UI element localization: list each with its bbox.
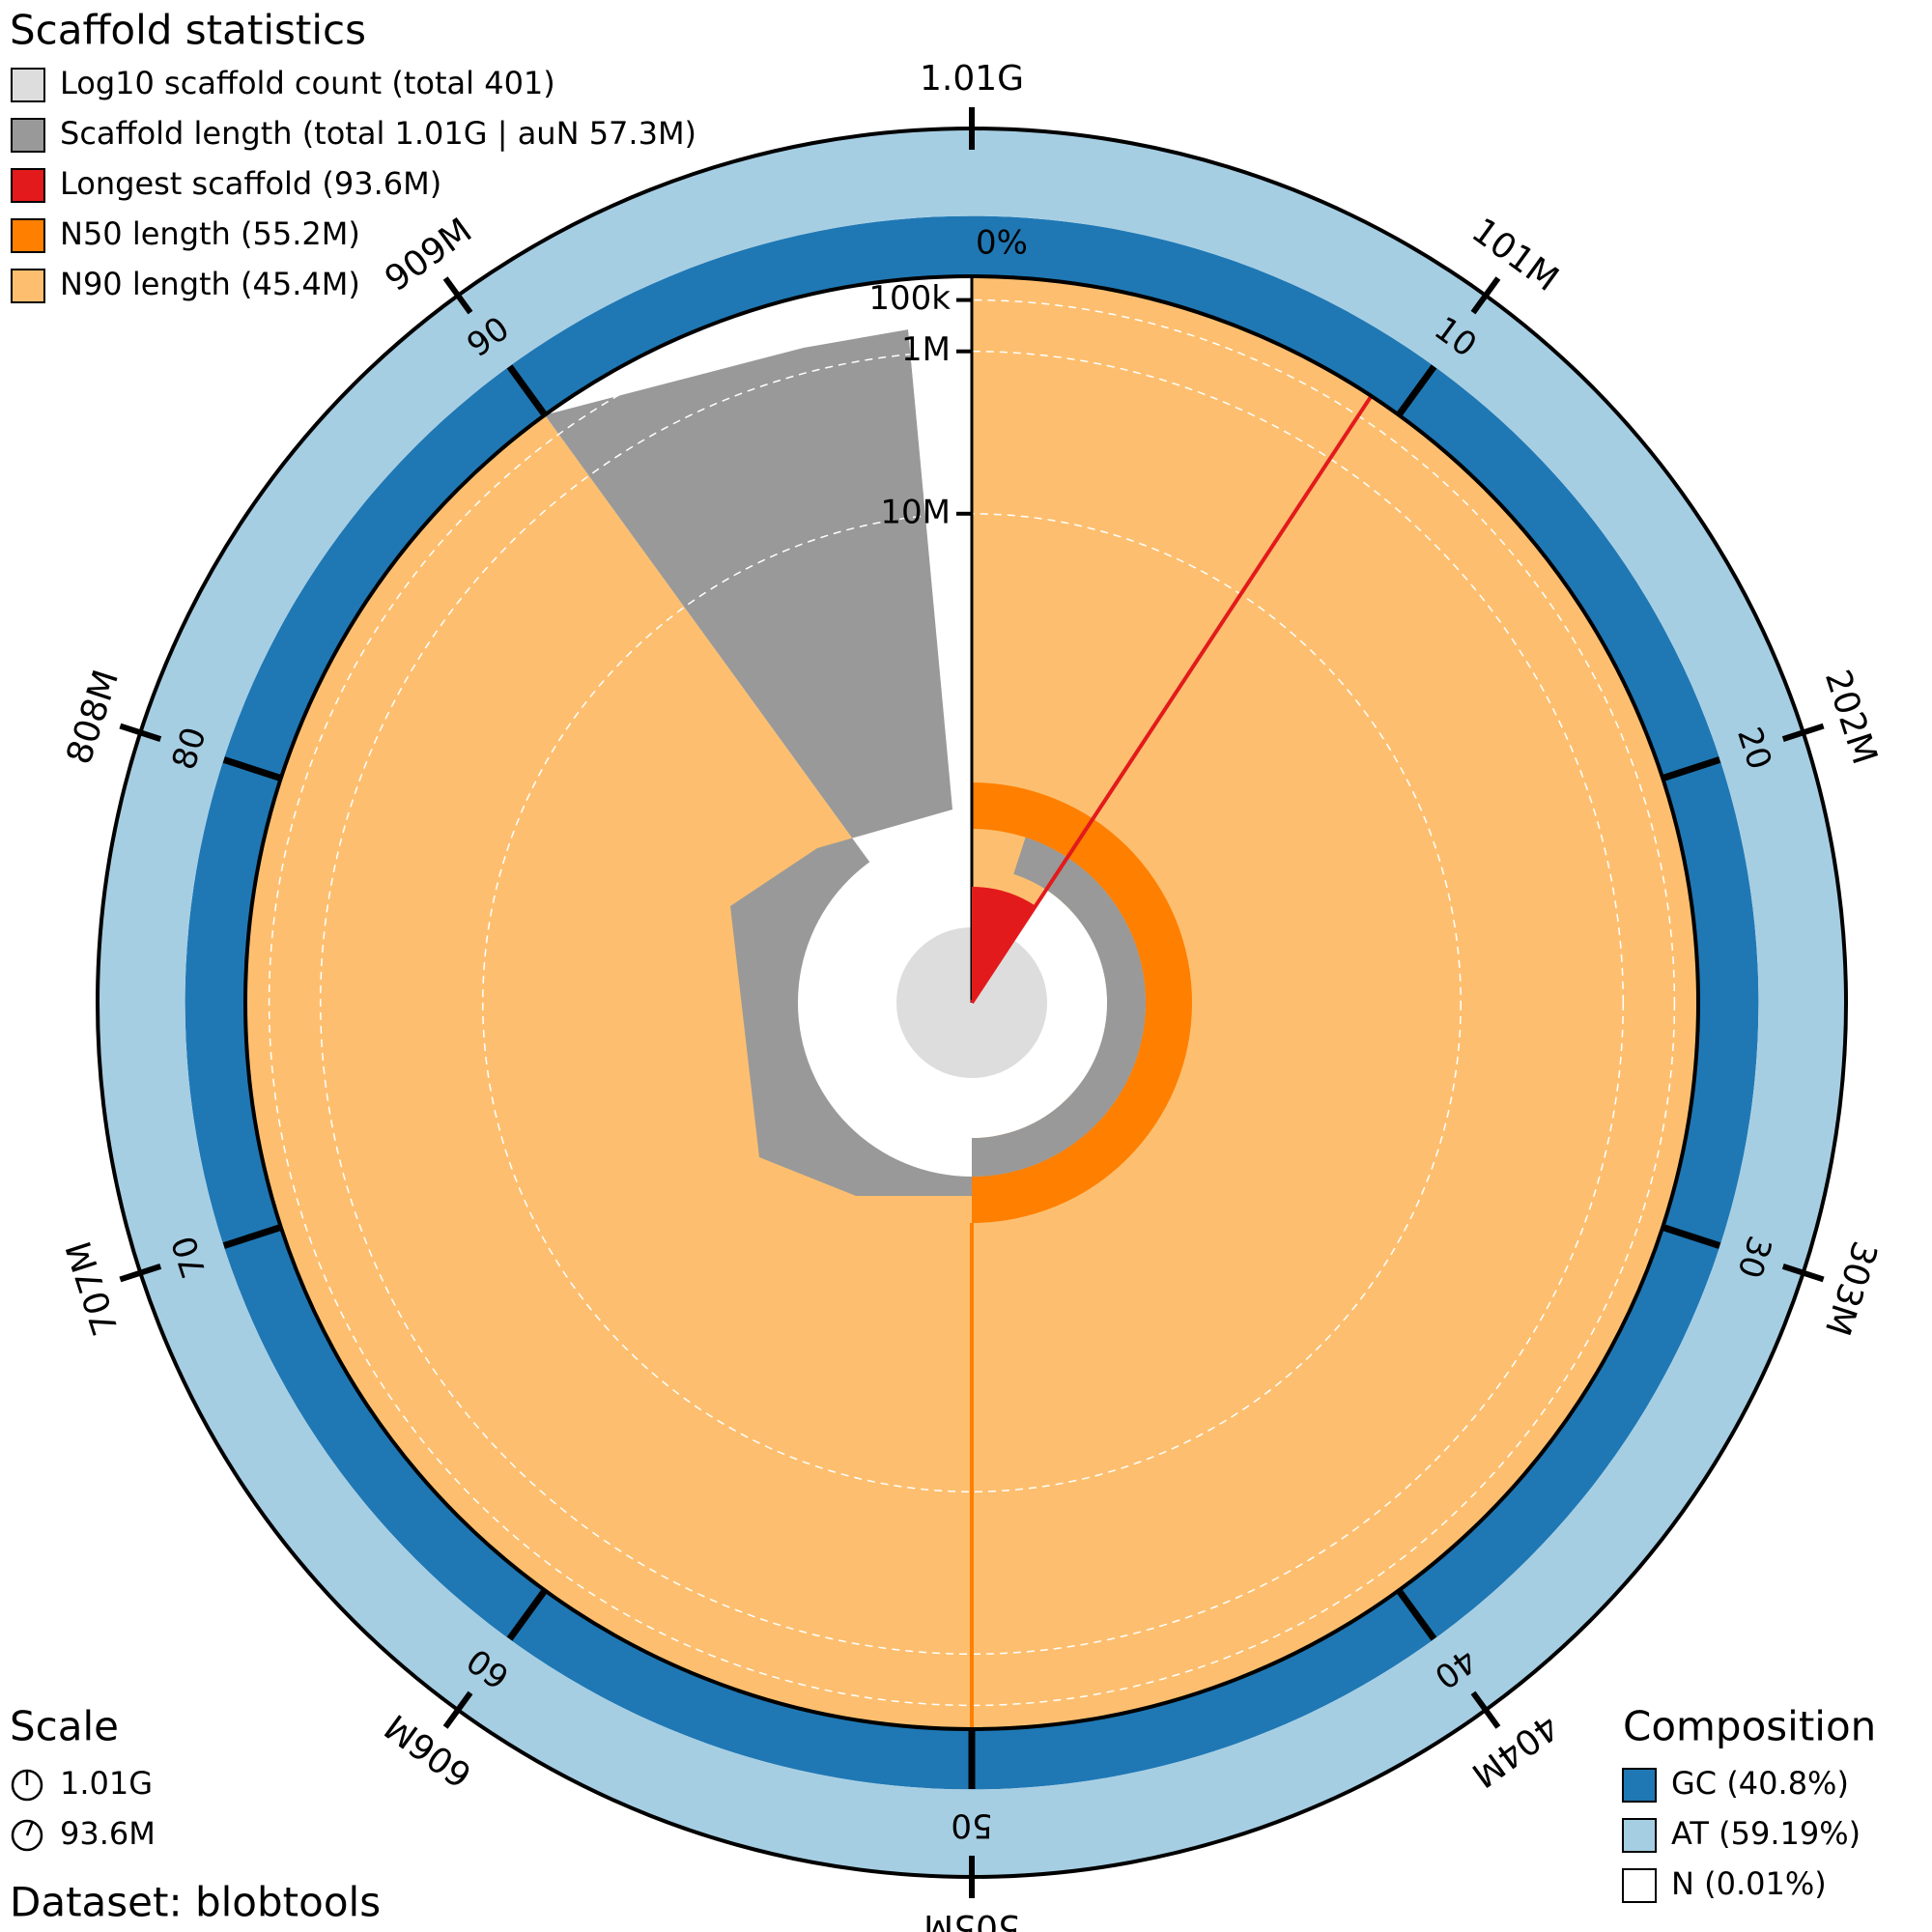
- percent-tick: [506, 1588, 548, 1641]
- outer-tick-label: 101M: [1464, 211, 1566, 299]
- outer-tick: [442, 1690, 473, 1729]
- scale-title: Scale: [10, 1703, 119, 1750]
- legend-swatch: [11, 218, 45, 253]
- radial-tick-label: 10M: [880, 493, 951, 531]
- outer-tick-label: 404M: [1464, 1706, 1566, 1795]
- composition-swatch: [1622, 1768, 1657, 1803]
- legend-label: Scaffold length (total 1.01G | auN 57.3M…: [60, 115, 696, 152]
- length-inner: [972, 837, 1146, 1177]
- legend-swatch: [11, 118, 45, 153]
- legend-label: N90 length (45.4M): [60, 266, 360, 302]
- outer-tick-label: 505M: [923, 1907, 1020, 1932]
- composition-title: Composition: [1623, 1703, 1876, 1750]
- outer-tick: [1470, 1690, 1501, 1729]
- outer-tick-label: 909M: [378, 211, 479, 299]
- n50-ring: [972, 782, 1192, 1223]
- white-core: [798, 829, 972, 1177]
- radial-grid: [268, 298, 1676, 1707]
- legend-label: Log10 scaffold count (total 401): [60, 65, 555, 101]
- outer-tick-label: 707M: [59, 1236, 127, 1341]
- composition-label: GC (40.8%): [1671, 1765, 1849, 1802]
- scale-label: 93.6M: [60, 1815, 156, 1852]
- percent-tick: [1662, 1224, 1721, 1249]
- outer-tick: [119, 723, 162, 742]
- legend-swatch: [11, 168, 45, 203]
- scale-icon: [11, 1819, 43, 1852]
- percent-tick: [1396, 1588, 1437, 1641]
- chart-title: Scaffold statistics: [10, 7, 366, 54]
- legend-swatch: [11, 269, 45, 303]
- outer-tick-label: 808M: [59, 666, 127, 770]
- percent-tick-label: 50: [951, 1806, 992, 1845]
- outer-tick: [1781, 1264, 1825, 1283]
- outer-tick-label: 606M: [378, 1706, 479, 1795]
- percent-tick: [222, 756, 282, 781]
- radial-tick-label: 100k: [868, 279, 951, 318]
- outer-tick: [119, 1264, 162, 1283]
- legend-label: Longest scaffold (93.6M): [60, 165, 441, 202]
- composition-axis-label: 0%: [976, 224, 1028, 263]
- longest-line: [970, 394, 1374, 1005]
- outer-tick-label: 303M: [1817, 1236, 1885, 1341]
- outer-tick: [442, 276, 473, 315]
- outer-tick-label: 1.01G: [920, 59, 1024, 99]
- percent-tick: [222, 1224, 282, 1249]
- percent-tick: [1396, 364, 1437, 417]
- composition-label: AT (59.19%): [1671, 1815, 1861, 1852]
- percent-tick: [1662, 756, 1721, 781]
- radial-grid: [319, 350, 1625, 1656]
- outer-tick: [1781, 723, 1825, 742]
- percent-tick: [506, 364, 548, 417]
- composition-label: N (0.01%): [1671, 1865, 1827, 1902]
- outer-tick: [1470, 276, 1501, 315]
- legend-label: N50 length (55.2M): [60, 215, 360, 252]
- composition-swatch: [1622, 1868, 1657, 1903]
- scale-icon-hand: [25, 1820, 35, 1836]
- longest-wedge: [972, 887, 1036, 1003]
- composition-swatch: [1622, 1818, 1657, 1853]
- legend-swatch: [11, 68, 45, 102]
- dataset-label: Dataset: blobtools: [10, 1879, 381, 1926]
- scale-label: 1.01G: [60, 1765, 153, 1802]
- white-gap: [903, 276, 972, 1003]
- outer-tick-label: 202M: [1817, 666, 1885, 770]
- radial-tick-label: 1M: [901, 330, 951, 369]
